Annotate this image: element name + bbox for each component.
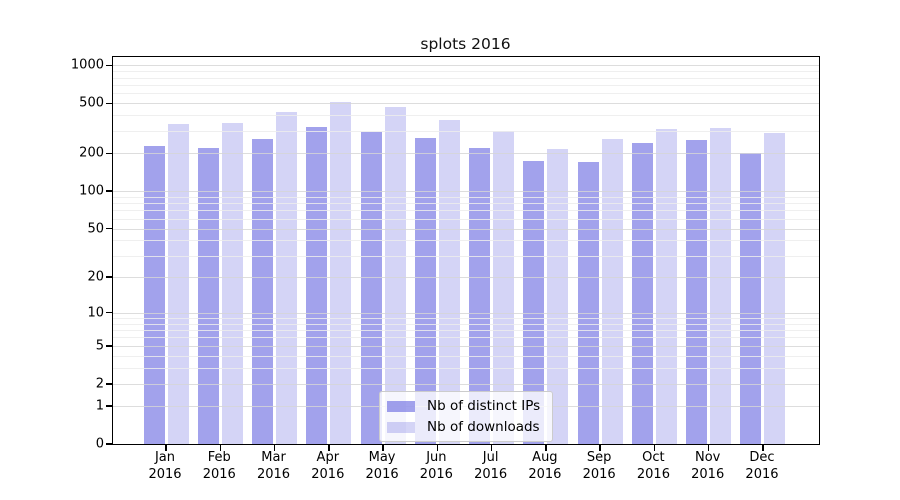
x-tick-mark: [382, 445, 384, 451]
x-axis-label: Jul 2016: [474, 450, 508, 482]
x-axis-label: Sep 2016: [582, 450, 616, 482]
bar-downloads: [764, 132, 786, 444]
y-tick-mark: [106, 64, 112, 67]
y-tick-mark: [106, 276, 112, 278]
bar-downloads: [221, 122, 243, 444]
x-tick-mark: [273, 445, 276, 451]
y-tick-mark: [106, 345, 112, 347]
legend-swatch-downloads: [387, 421, 415, 433]
bar-distinct-ips: [469, 147, 491, 444]
bars-layer: [113, 57, 819, 444]
y-tick-mark: [106, 405, 112, 407]
bar-distinct-ips: [686, 139, 708, 444]
bar-distinct-ips: [414, 137, 436, 444]
chart-title: splots 2016: [420, 35, 511, 53]
y-axis-label: 50: [87, 221, 104, 236]
legend-label-downloads: Nb of downloads: [427, 419, 540, 435]
y-tick-mark: [106, 152, 112, 155]
y-axis-label: 10: [87, 305, 104, 321]
bar-distinct-ips: [143, 145, 165, 444]
y-tick-mark: [106, 443, 112, 445]
x-axis-label: Nov 2016: [691, 450, 725, 482]
bar-distinct-ips: [306, 126, 328, 444]
x-tick-mark: [328, 445, 330, 451]
legend-row-downloads: Nb of downloads: [387, 419, 540, 435]
x-tick-mark: [436, 445, 439, 451]
y-axis-label: 20: [87, 269, 104, 285]
y-axis-label: 1: [95, 398, 104, 414]
x-tick-mark: [545, 445, 547, 451]
bar-distinct-ips: [197, 148, 219, 444]
bar-downloads: [547, 148, 569, 444]
x-axis-label: Jun 2016: [419, 450, 453, 482]
legend: Nb of distinct IPs Nb of downloads: [379, 391, 554, 442]
bar-downloads: [330, 101, 352, 444]
y-tick-mark: [106, 227, 112, 230]
y-axis-label: 5: [95, 338, 104, 354]
bar-distinct-ips: [360, 131, 382, 444]
y-tick-mark: [106, 190, 112, 192]
y-tick-mark: [106, 383, 112, 385]
x-tick-mark: [653, 445, 656, 451]
x-axis-label: Dec 2016: [745, 450, 779, 482]
plot-area: Nb of distinct IPs Nb of downloads: [106, 56, 820, 451]
x-tick-mark: [219, 445, 222, 451]
x-tick-mark: [707, 445, 710, 451]
y-axis-label: 200: [79, 145, 104, 161]
x-axis-label: Oct 2016: [636, 450, 670, 482]
bar-downloads: [601, 138, 623, 444]
bar-downloads: [438, 120, 460, 444]
x-tick-mark: [762, 445, 764, 451]
bar-downloads: [493, 131, 515, 444]
bar-distinct-ips: [740, 152, 762, 444]
bar-distinct-ips: [577, 161, 599, 444]
x-axis-label: Jan 2016: [148, 450, 182, 482]
y-axis-label: 100: [79, 183, 104, 199]
y-axis-label: 500: [79, 95, 104, 111]
bar-downloads: [655, 128, 677, 444]
bar-downloads: [276, 111, 298, 444]
y-axis-label: 2: [95, 376, 104, 392]
x-axis-label: Mar 2016: [256, 450, 291, 482]
x-axis-label: May 2016: [365, 450, 399, 482]
y-axis-label: 0: [95, 436, 104, 452]
bar-distinct-ips: [631, 142, 653, 444]
x-axis-label: Aug 2016: [528, 450, 562, 482]
y-axis-label: 1000: [70, 57, 104, 73]
x-tick-mark: [490, 445, 493, 451]
legend-swatch-distinct-ips: [387, 400, 415, 412]
x-tick-mark: [165, 445, 167, 451]
legend-row-distinct-ips: Nb of distinct IPs: [387, 398, 540, 414]
x-axis-label: Apr 2016: [311, 450, 345, 482]
y-tick-mark: [106, 102, 112, 105]
legend-label-distinct-ips: Nb of distinct IPs: [427, 398, 541, 414]
y-tick-mark: [106, 311, 112, 314]
bar-distinct-ips: [523, 160, 545, 444]
x-axis-label: Feb 2016: [202, 450, 236, 482]
bar-downloads: [167, 124, 189, 444]
x-tick-mark: [599, 445, 601, 451]
bar-downloads: [710, 127, 732, 444]
bar-distinct-ips: [252, 138, 274, 444]
